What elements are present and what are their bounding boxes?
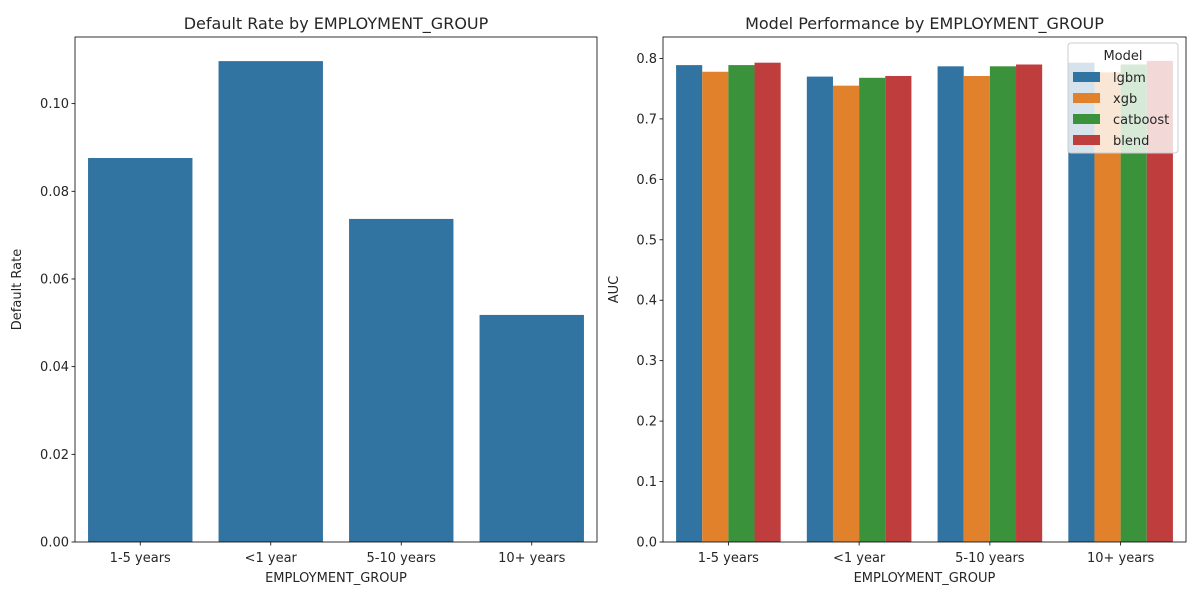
bar-1: [218, 61, 323, 543]
legend-label-lgbm: lgbm: [1113, 71, 1146, 86]
legend-swatch-xgb: [1073, 93, 1100, 103]
bar-3: [479, 314, 584, 542]
bar-0: [88, 157, 193, 543]
legend-label-catboost: catboost: [1113, 113, 1169, 128]
x-tick-label: 10+ years: [498, 551, 566, 566]
legend-box: [1067, 42, 1179, 154]
x-axis-label: EMPLOYMENT_GROUP: [854, 571, 996, 586]
axes-frame: [74, 36, 598, 543]
bar-xgb-1: [832, 85, 860, 542]
legend-title: Model: [1103, 49, 1142, 64]
legend-swatch-blend: [1073, 135, 1100, 145]
bar-xgb-0: [702, 71, 729, 542]
legend-swatch-lgbm: [1073, 72, 1100, 82]
y-tick-label: 0.2: [636, 415, 657, 430]
y-axis-label: Default Rate: [10, 249, 25, 330]
y-tick-label: 0.8: [636, 52, 657, 67]
bar-catboost-2: [989, 66, 1017, 542]
chart-title: Model Performance by EMPLOYMENT_GROUP: [745, 14, 1104, 34]
x-tick-label: 1-5 years: [110, 551, 171, 566]
y-tick-label: 0.00: [40, 536, 69, 551]
axes-frame: [662, 36, 1187, 543]
bar-blend-1: [885, 75, 912, 543]
y-axis-label: AUC: [607, 276, 622, 304]
chart-panel-1: 0.00 0.02 0.04 0.06 0.08 0.10 1-5 years <1 year…: [10, 14, 598, 586]
bar-xgb-2: [963, 75, 990, 543]
y-tick-label: 0.5: [636, 233, 657, 248]
bar-blend-0: [754, 62, 781, 543]
legend-swatch-catboost: [1073, 114, 1100, 124]
legend: Model lgbm xgb catboost blend: [1067, 42, 1179, 154]
y-tick-label: 0.04: [40, 360, 69, 375]
chart-panel-2: 0.0 0.1 0.2 0.3 0.4 0.5 0.6 0.7 0.8 1-5 years <1 y…: [607, 14, 1187, 586]
bar-blend-2: [1016, 64, 1043, 542]
y-tick-label: 0.06: [40, 272, 69, 287]
x-tick-label: <1 year: [245, 551, 298, 566]
x-tick-label: 1-5 years: [698, 551, 759, 566]
y-tick-label: 0.4: [636, 294, 657, 309]
x-tick-label: 10+ years: [1087, 551, 1155, 566]
x-tick-label: 5-10 years: [955, 551, 1025, 566]
y-tick-label: 0.08: [40, 185, 69, 200]
bar-lgbm-0: [676, 65, 703, 542]
bar-lgbm-1: [806, 76, 833, 543]
y-tick-label: 0.1: [636, 475, 657, 490]
x-tick-label: <1 year: [833, 551, 886, 566]
bar-2: [349, 218, 454, 543]
y-tick-label: 0.02: [40, 448, 69, 463]
legend-label-blend: blend: [1113, 134, 1149, 149]
x-tick-label: 5-10 years: [367, 551, 437, 566]
x-axis-label: EMPLOYMENT_GROUP: [265, 571, 407, 586]
y-tick-label: 0.0: [636, 536, 657, 551]
y-tick-label: 0.10: [40, 97, 69, 112]
bar-lgbm-2: [937, 66, 964, 542]
bar-catboost-0: [728, 65, 755, 542]
legend-label-xgb: xgb: [1113, 92, 1137, 107]
y-tick-label: 0.6: [636, 173, 657, 188]
y-tick-label: 0.7: [636, 112, 657, 127]
chart-title: Default Rate by EMPLOYMENT_GROUP: [184, 14, 489, 34]
bar-catboost-1: [859, 77, 886, 542]
y-tick-label: 0.3: [636, 354, 657, 369]
